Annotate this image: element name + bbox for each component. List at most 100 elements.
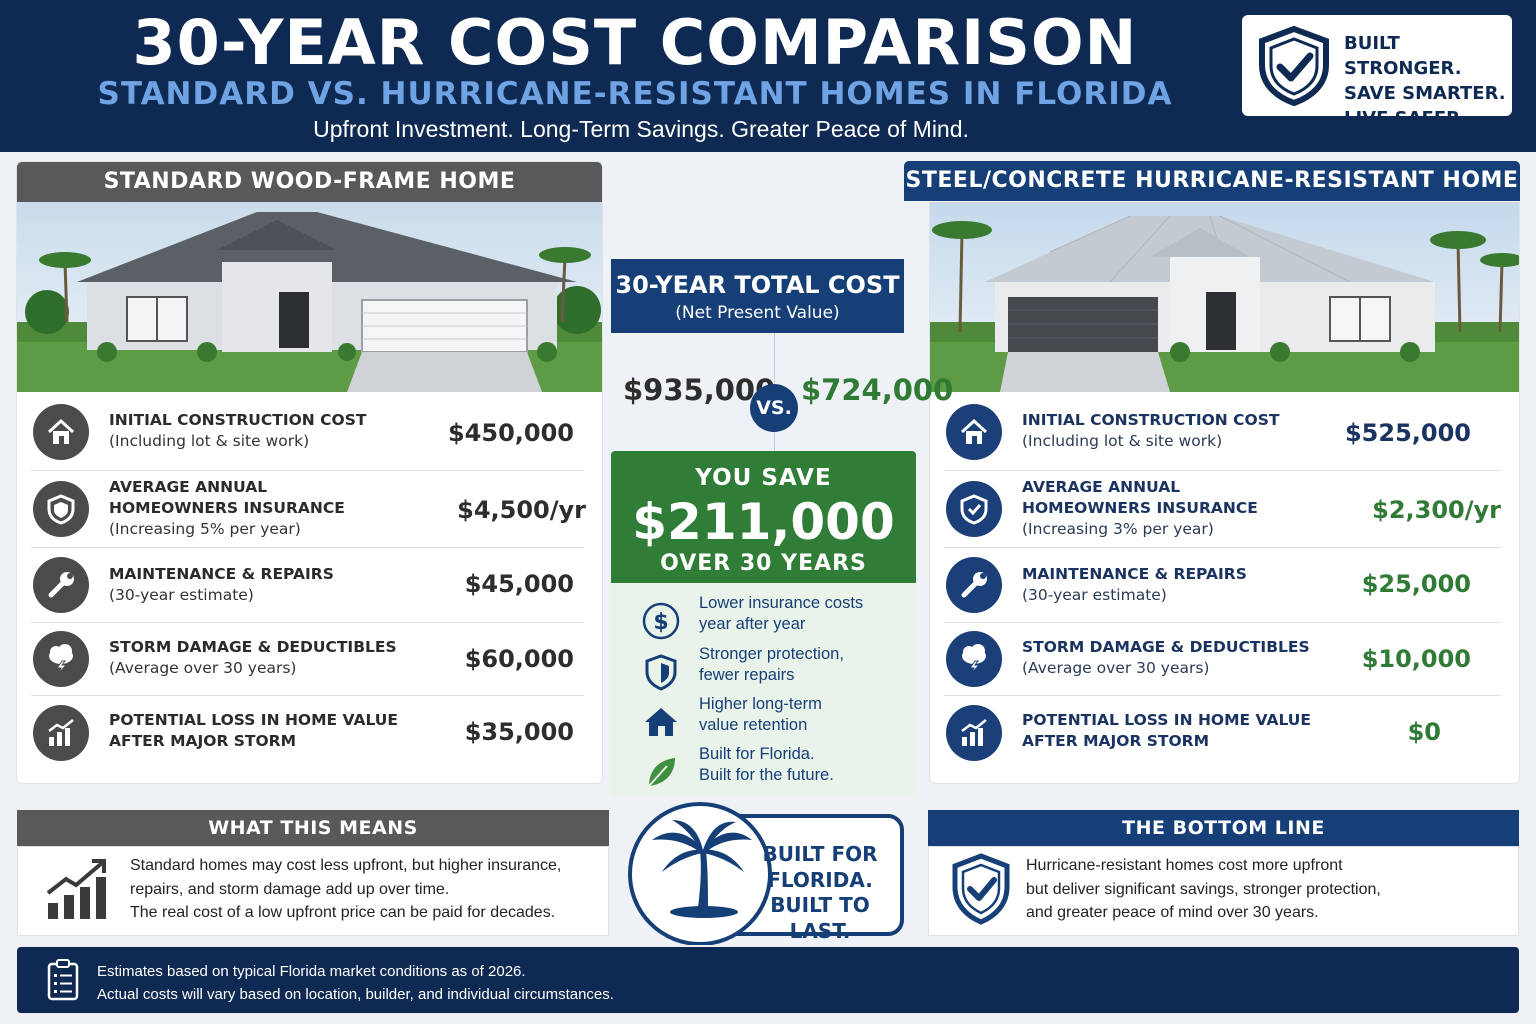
growth-chart-icon <box>46 859 106 919</box>
svg-text:$: $ <box>653 610 668 635</box>
benefit-line: value retention <box>699 716 808 734</box>
row-label: AFTER MAJOR STORM <box>109 732 297 750</box>
row-label: STORM DAMAGE & DEDUCTIBLES <box>109 638 397 656</box>
standard-row-insurance: AVERAGE ANNUAL HOMEOWNERS INSURANCE (Incre… <box>31 471 586 548</box>
palm-tree-icon <box>652 820 752 918</box>
shield-icon <box>946 481 1002 537</box>
bottom-line-panel: Hurricane-resistant homes cost more upfr… <box>928 846 1519 936</box>
row-label: POTENTIAL LOSS IN HOME VALUE <box>109 711 398 729</box>
benefit-line: Built for Florida. <box>699 745 815 763</box>
vs-badge: VS. <box>750 384 798 432</box>
chart-icon <box>946 705 1002 761</box>
benefits-list: $ Lower insurance costs year after year S… <box>611 583 916 796</box>
row-value: $35,000 <box>464 718 574 746</box>
shield-icon <box>645 654 677 691</box>
resistant-row-maintenance: MAINTENANCE & REPAIRS (30-year estimate) … <box>944 548 1501 623</box>
badge-line: BUILT FOR <box>762 842 878 866</box>
what-this-means-panel: Standard homes may cost less upfront, bu… <box>17 846 609 936</box>
shield-icon <box>33 481 89 537</box>
wtm-line: The real cost of a low upfront price can… <box>130 904 556 921</box>
shield-check-icon <box>952 853 1010 925</box>
row-value: $525,000 <box>1344 419 1471 447</box>
wrench-icon <box>946 557 1002 613</box>
header-badge: BUILT STRONGER. SAVE SMARTER. LIVE SAFER… <box>1242 15 1512 129</box>
row-label: AVERAGE ANNUAL <box>109 478 268 496</box>
benefit-line: Higher long-term <box>699 695 822 713</box>
standard-home-photo <box>17 202 602 392</box>
resistant-home-photo <box>930 202 1519 392</box>
row-value: $2,300/yr <box>1372 496 1501 524</box>
standard-row-initial-cost: INITIAL CONSTRUCTION COST (Including lot … <box>31 392 584 471</box>
row-label: POTENTIAL LOSS IN HOME VALUE <box>1022 711 1311 729</box>
savings-amount: $211,000 <box>632 493 895 551</box>
resistant-row-storm-damage: STORM DAMAGE & DEDUCTIBLES (Average over … <box>944 623 1501 696</box>
row-sublabel: (Increasing 3% per year) <box>1022 520 1214 538</box>
row-sublabel: (30-year estimate) <box>1022 586 1167 604</box>
row-sublabel: (Including lot & site work) <box>1022 432 1223 450</box>
row-sublabel: (Average over 30 years) <box>109 659 297 677</box>
page-tagline: Upfront Investment. Long-Term Savings. G… <box>313 116 969 142</box>
total-cost-subtitle: (Net Present Value) <box>675 303 840 323</box>
resistant-home-card: INITIAL CONSTRUCTION COST (Including lot … <box>929 161 1520 784</box>
benefit-line: Lower insurance costs <box>699 594 864 612</box>
benefit-item: Higher long-term value retention <box>611 694 916 744</box>
badge-line: FLORIDA. <box>767 867 873 892</box>
row-sublabel: (Increasing 5% per year) <box>109 520 301 538</box>
built-for-florida-badge: BUILT FOR FLORIDA. BUILT TO LAST. <box>628 800 908 946</box>
benefit-item: Stronger protection, fewer repairs <box>611 644 916 694</box>
benefit-item: $ Lower insurance costs year after year <box>611 593 916 643</box>
resistant-total: $724,000 <box>801 373 954 407</box>
storm-cloud-icon <box>33 631 89 687</box>
row-label: MAINTENANCE & REPAIRS <box>1022 565 1247 583</box>
resistant-row-insurance: AVERAGE ANNUAL HOMEOWNERS INSURANCE (Incre… <box>944 471 1501 548</box>
badge-line: BUILT TO LAST. <box>770 893 870 943</box>
resistant-row-initial-cost: INITIAL CONSTRUCTION COST (Including lot … <box>944 392 1501 471</box>
what-this-means-heading: WHAT THIS MEANS <box>17 810 609 846</box>
benefit-item: Built for Florida. Built for the future. <box>611 744 916 794</box>
standard-home-heading: STANDARD WOOD-FRAME HOME <box>17 162 602 202</box>
row-value: $450,000 <box>447 419 574 447</box>
total-cost-header: 30-YEAR TOTAL COST (Net Present Value) <box>611 259 904 333</box>
row-label: AVERAGE ANNUAL <box>1022 478 1181 496</box>
row-sublabel: (Average over 30 years) <box>1022 659 1210 677</box>
leaf-icon <box>648 758 675 787</box>
bottom-line-line: and greater peace of mind over 30 years. <box>1026 904 1319 921</box>
standard-row-maintenance: MAINTENANCE & REPAIRS (30-year estimate) … <box>31 548 584 623</box>
resistant-row-value-loss: POTENTIAL LOSS IN HOME VALUE AFTER MAJOR … <box>944 696 1501 770</box>
bottom-line-line: but deliver significant savings, stronge… <box>1026 880 1381 898</box>
row-label: INITIAL CONSTRUCTION COST <box>1022 411 1280 429</box>
row-value: $4,500/yr <box>457 496 586 524</box>
page-subtitle: STANDARD VS. HURRICANE-RESISTANT HOMES I… <box>97 76 1173 112</box>
row-value: $25,000 <box>1361 570 1471 598</box>
standard-total: $935,000 <box>623 373 776 407</box>
row-label: INITIAL CONSTRUCTION COST <box>109 411 367 429</box>
bottom-line-line: Hurricane-resistant homes cost more upfr… <box>1026 857 1343 874</box>
row-sublabel: (30-year estimate) <box>109 586 254 604</box>
savings-box: YOU SAVE $211,000 OVER 30 YEARS <box>611 451 916 583</box>
chart-icon <box>33 705 89 761</box>
house-icon <box>946 404 1002 460</box>
wtm-line: Standard homes may cost less upfront, bu… <box>130 857 562 874</box>
standard-home-card: STANDARD WOOD-FRAME HOME <box>16 161 603 784</box>
row-sublabel: (Including lot & site work) <box>109 432 310 450</box>
standard-row-storm-damage: STORM DAMAGE & DEDUCTIBLES (Average over … <box>31 623 584 696</box>
dollar-icon: $ <box>642 602 680 640</box>
row-label: HOMEOWNERS INSURANCE <box>109 499 345 517</box>
row-value: $45,000 <box>464 570 574 598</box>
badge-line: LIVE SAFER. <box>1344 108 1468 129</box>
row-value: $0 <box>1407 718 1441 746</box>
footer-line: Estimates based on typical Florida marke… <box>97 963 526 980</box>
row-label: MAINTENANCE & REPAIRS <box>109 565 334 583</box>
header-banner: 30-YEAR COST COMPARISON STANDARD VS. HUR… <box>0 0 1536 152</box>
footer-line: Actual costs will vary based on location… <box>97 986 614 1003</box>
row-label: STORM DAMAGE & DEDUCTIBLES <box>1022 638 1310 656</box>
resistant-home-heading: STEEL/CONCRETE HURRICANE-RESISTANT HOME <box>904 161 1520 201</box>
total-comparison: $935,000 $724,000 VS. <box>611 333 953 451</box>
row-value: $60,000 <box>464 645 574 673</box>
clipboard-icon <box>47 959 79 1001</box>
standard-row-value-loss: POTENTIAL LOSS IN HOME VALUE AFTER MAJOR … <box>31 696 584 770</box>
wtm-line: repairs, and storm damage add up over ti… <box>130 880 450 898</box>
house-icon <box>645 708 677 736</box>
wrench-icon <box>33 557 89 613</box>
savings-label: YOU SAVE <box>695 465 832 491</box>
